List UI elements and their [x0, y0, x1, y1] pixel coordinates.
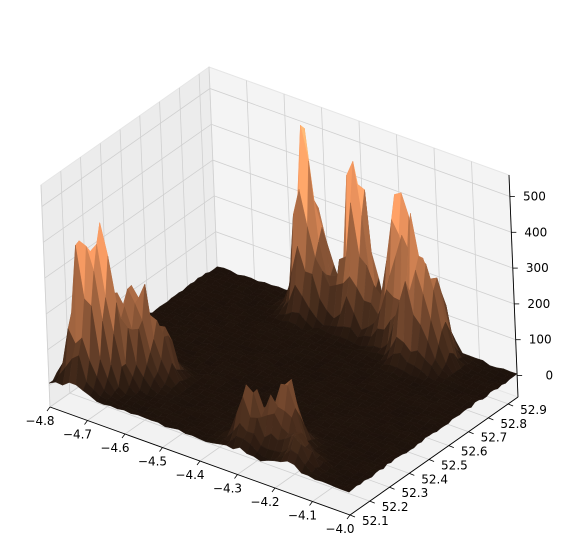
x-tick-mark [309, 501, 313, 506]
y-tick-label: 52.3 [402, 486, 429, 500]
x-tick-mark [46, 406, 51, 412]
tick-labels: −4.8 −4.7 −4.6 −4.5 −4.4 −4.3 −4.2 −4.1 −4.0 52.1… [25, 189, 553, 536]
y-tick-mark [409, 472, 415, 476]
x-tick-label: −4.4 [175, 468, 204, 482]
x-tick-mark [196, 460, 201, 466]
z-tick-label: 100 [529, 333, 552, 347]
x-tick-label: −4.3 [213, 482, 242, 496]
y-tick-label: 52.7 [481, 431, 508, 445]
x-tick-mark [121, 433, 126, 439]
y-tick-mark [369, 500, 375, 504]
x-tick-mark [271, 487, 276, 493]
y-tick-label: 52.4 [421, 472, 448, 486]
z-tick-label: 500 [523, 189, 546, 203]
x-tick-label: −4.5 [138, 455, 167, 469]
z-tick-label: 400 [524, 225, 547, 239]
x-tick-mark [84, 420, 88, 425]
y-axis-line [349, 396, 519, 516]
surface-mesh [48, 124, 518, 493]
x-tick-label: −4.2 [250, 495, 279, 509]
y-tick-mark [389, 486, 395, 490]
x-tick-label: −4.6 [100, 441, 129, 455]
y-tick-mark [488, 417, 494, 421]
y-tick-label: 52.5 [441, 458, 468, 472]
surface-cell [341, 485, 354, 493]
grid-line-z-4 [43, 123, 512, 243]
y-tick-label: 52.2 [382, 500, 409, 514]
y-tick-label: 52.8 [500, 417, 527, 431]
z-tick-label: 200 [527, 297, 550, 311]
x-tick-label: −4.1 [288, 509, 317, 523]
y-tick-label: 52.9 [520, 403, 547, 417]
z-axis-line [508, 174, 519, 398]
x-tick-label: −4.7 [63, 428, 92, 442]
grid-line-z-5 [41, 88, 511, 207]
x-tick-mark [234, 474, 238, 479]
x-tick-label: −4.8 [25, 414, 54, 428]
y-tick-label: 52.1 [362, 514, 389, 528]
x-tick-mark [346, 514, 351, 520]
grid-line-y-1 [60, 171, 370, 502]
z-tick-label: 0 [545, 369, 553, 383]
y-tick-mark [448, 445, 454, 448]
x-tick-label: −4.0 [325, 522, 354, 536]
x-tick-mark [159, 447, 163, 452]
y-tick-label: 52.6 [461, 445, 488, 459]
z-tick-label: 300 [526, 261, 549, 275]
y-tick-mark [428, 459, 435, 462]
axis-lines [46, 174, 523, 520]
y-tick-mark [507, 403, 514, 407]
y-tick-mark [468, 431, 474, 435]
y-tick-mark [349, 514, 356, 518]
